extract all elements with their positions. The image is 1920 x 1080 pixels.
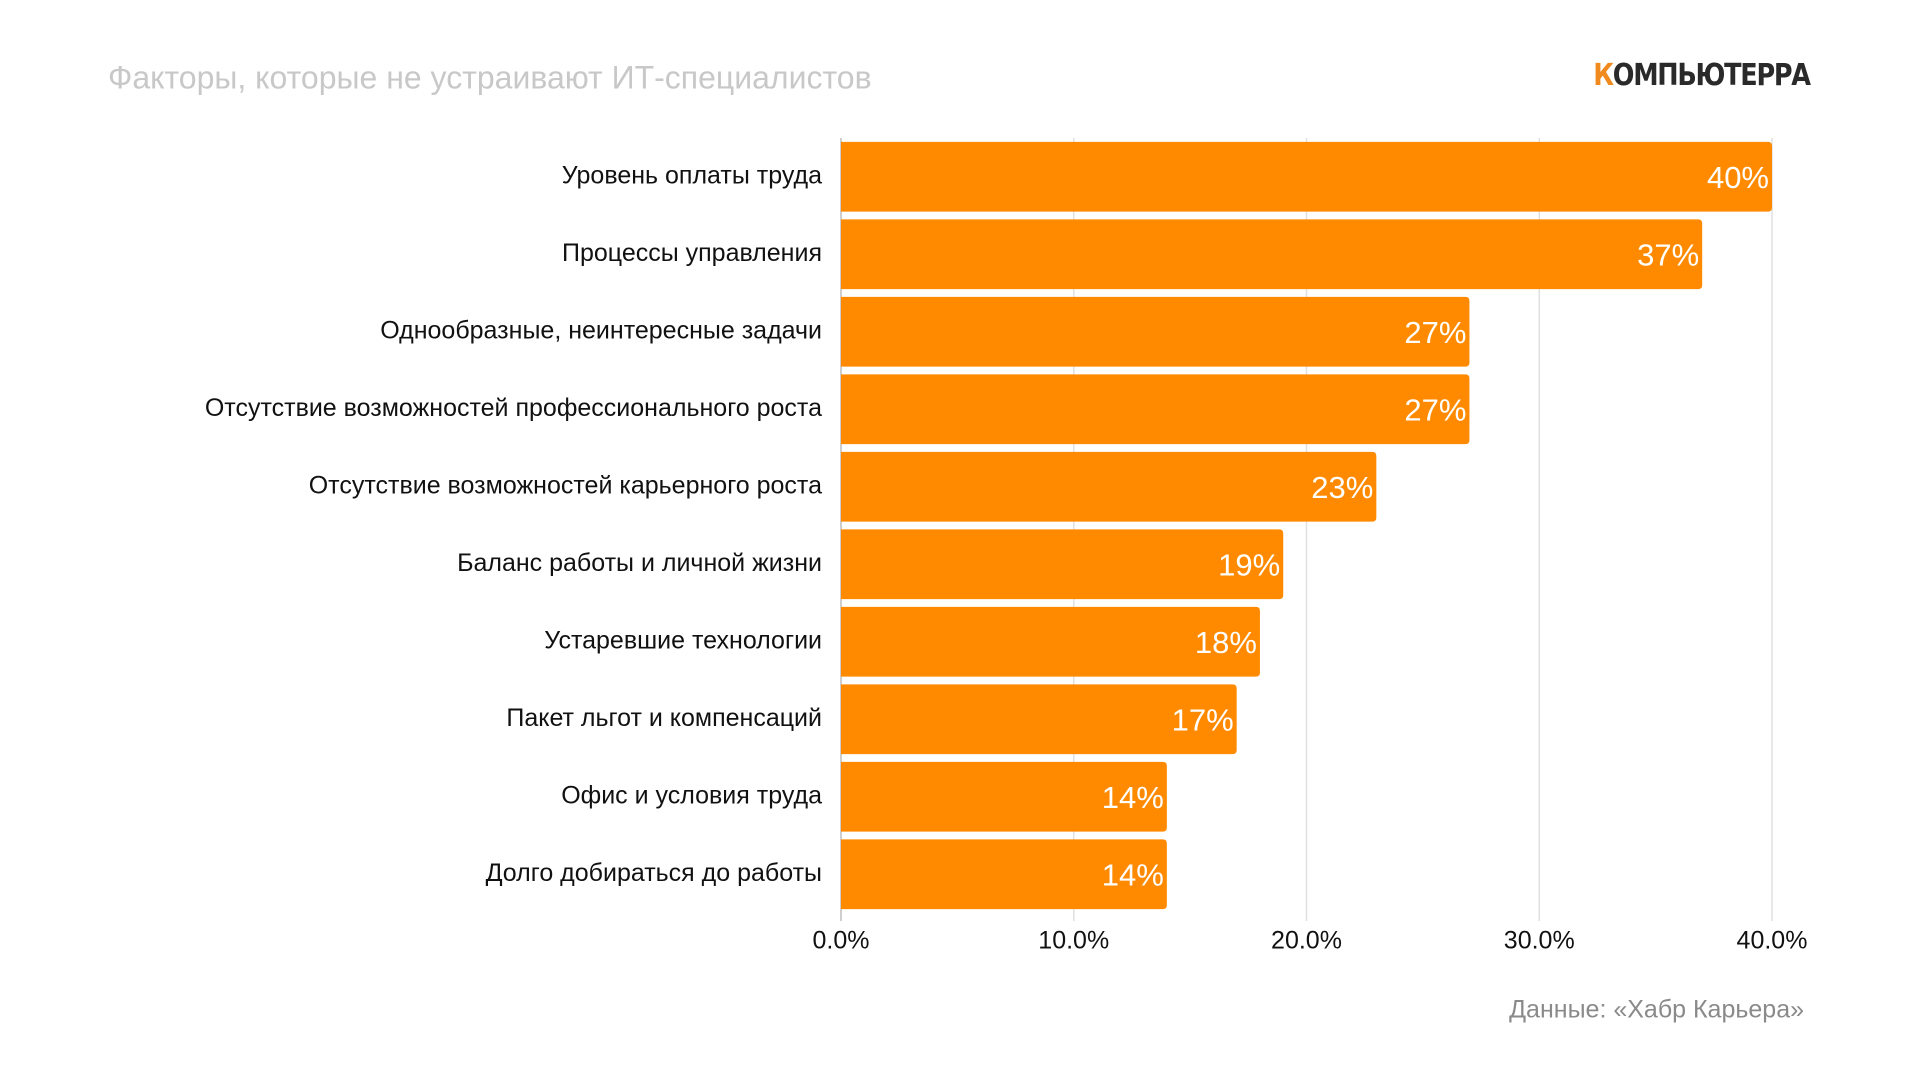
y-tick-label: Однообразные, неинтересные задачи: [380, 316, 822, 344]
bar: [841, 761, 1167, 832]
y-tick-label: Офис и условия труда: [561, 781, 822, 809]
bar: [841, 374, 1470, 445]
value-label: 19%: [1218, 547, 1280, 582]
bar: [841, 296, 1470, 367]
chart-title: Факторы, которые не устраивают ИТ-специа…: [108, 59, 872, 95]
value-label: 18%: [1195, 625, 1257, 660]
logo: КОМПЬЮТЕРРА: [1593, 58, 1811, 93]
y-tick-label: Отсутствие возможностей карьерного роста: [309, 471, 822, 499]
y-tick-label: Отсутствие возможностей профессиональног…: [205, 394, 822, 422]
y-tick-label: Устаревшие технологии: [544, 626, 822, 654]
y-tick-label: Процессы управления: [562, 239, 822, 267]
source: Данные: «Хабр Карьера»: [1509, 996, 1804, 1024]
x-tick-label: 10.0%: [1038, 927, 1109, 955]
x-tick-label: 20.0%: [1271, 927, 1342, 955]
value-label: 17%: [1172, 702, 1234, 737]
value-label: 14%: [1102, 857, 1164, 892]
y-tick-label: Уровень оплаты труда: [562, 161, 822, 189]
value-label: 27%: [1404, 392, 1466, 427]
x-tick-label: 0.0%: [813, 927, 870, 955]
value-label: 40%: [1707, 160, 1769, 195]
x-tick-label: 30.0%: [1504, 927, 1575, 955]
bar: [841, 684, 1237, 755]
y-tick-label: Баланс работы и личной жизни: [457, 549, 822, 577]
bar: [841, 839, 1167, 910]
bar: [841, 141, 1772, 212]
y-tick-label: Пакет льгот и компенсаций: [506, 704, 822, 732]
bar: [841, 529, 1284, 600]
value-label: 37%: [1637, 237, 1699, 272]
bar: [841, 606, 1260, 677]
bar: [841, 451, 1377, 522]
y-tick-label: Долго добираться до работы: [486, 859, 822, 887]
x-tick-label: 40.0%: [1737, 927, 1808, 955]
bar: [841, 219, 1703, 290]
value-label: 14%: [1102, 780, 1164, 815]
value-label: 27%: [1404, 315, 1466, 350]
value-label: 23%: [1311, 470, 1373, 505]
